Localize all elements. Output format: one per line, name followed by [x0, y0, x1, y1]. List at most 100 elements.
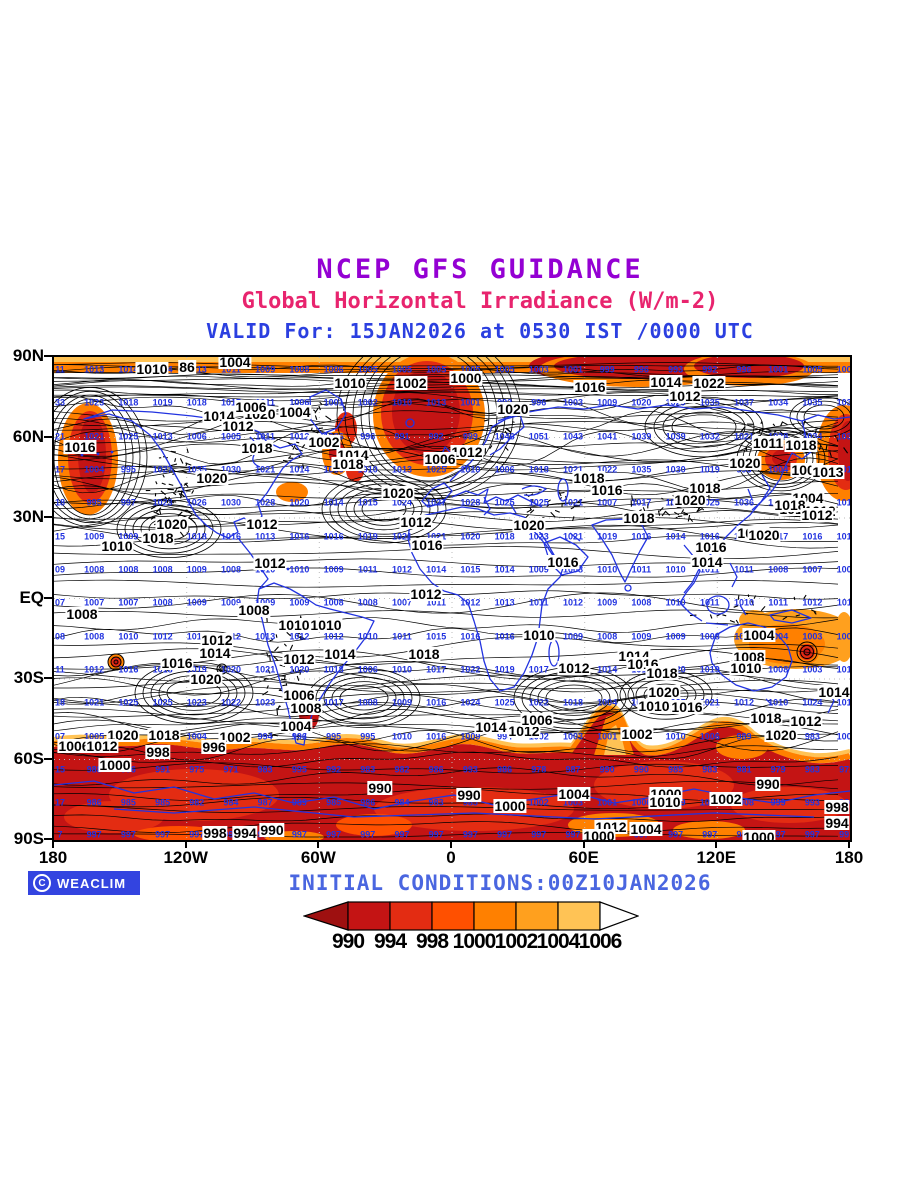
gridpoint-value: 1025: [118, 697, 139, 708]
gridpoint-value: 1010: [733, 597, 755, 608]
pressure-label: 990: [755, 776, 781, 792]
gridpoint-value: 1018: [494, 531, 515, 542]
gridpoint-value: 1012: [460, 597, 481, 608]
gridpoint-value: 1010: [597, 564, 618, 575]
y-axis-tick: [44, 677, 52, 679]
gridpoint-value: 1009: [391, 697, 413, 708]
gridpoint-value: 988: [86, 764, 102, 775]
gridpoint-value: 992: [702, 364, 718, 375]
gridpoint-value: 1008: [289, 364, 310, 375]
colorbar-tick-label: 1004: [536, 930, 581, 953]
gridpoint-value: 984: [394, 797, 410, 808]
gridpoint-value: 1016: [699, 531, 720, 542]
y-axis-label: 60S: [13, 748, 44, 768]
gridpoint-value: 1023: [84, 397, 105, 408]
gridpoint-value: 995: [86, 497, 102, 508]
gridpoint-value: 1006: [186, 431, 207, 442]
pressure-label: 1020: [496, 401, 530, 417]
gridpoint-value: 1020: [289, 664, 310, 675]
gridpoint-value: 1014: [289, 464, 310, 475]
pressure-label: 1010: [648, 794, 682, 810]
pressure-label: 996: [201, 739, 227, 755]
pressure-label: 1018: [407, 646, 441, 662]
valid-datetime: VALID For: 15JAN2026 at 0530 IST /0000 U…: [206, 319, 754, 343]
pressure-label: 1018: [572, 470, 606, 486]
gridpoint-value: 997: [326, 829, 342, 840]
gridpoint-value: 1003: [802, 664, 823, 675]
y-axis-label: EQ: [19, 587, 44, 607]
gridpoint-value: 1017: [528, 664, 549, 675]
gridpoint-value: 997: [702, 829, 718, 840]
page-title: NCEP GFS GUIDANCE: [316, 254, 644, 285]
gridpoint-value: 1034: [802, 431, 823, 442]
gridpoint-value: 1013: [255, 531, 276, 542]
gridpoint-value: 18: [54, 697, 66, 708]
pressure-label: 1002: [620, 726, 654, 742]
pressure-label: 1020: [195, 470, 229, 486]
pressure-label: 1012: [282, 651, 316, 667]
pressure-label: 1014: [198, 645, 232, 661]
gridpoint-value: 17: [54, 464, 66, 475]
pressure-label: 1004: [742, 627, 776, 643]
gridpoint-value: 1018: [323, 664, 344, 675]
gridpoint-value: 1003: [562, 397, 584, 408]
gridpoint-value: 1021: [426, 531, 447, 542]
gridpoint-value: 1005: [494, 364, 515, 375]
gridpoint-value: 1036: [836, 397, 852, 408]
gridpoint-value: 992: [326, 764, 342, 775]
pressure-label: 1010: [277, 617, 311, 633]
gridpoint-value: 1011: [700, 597, 720, 608]
gridpoint-value: 1019: [699, 464, 720, 475]
gridpoint-value: 1021: [255, 664, 276, 675]
gridpoint-value: 1027: [426, 497, 447, 508]
gridpoint-value: 1009: [665, 631, 686, 642]
gridpoint-value: 1011: [836, 597, 852, 608]
gridpoint-value: 1018: [528, 464, 549, 475]
colorbar: [302, 901, 640, 931]
gridpoint-value: 1034: [768, 397, 789, 408]
gridpoint-value: 991: [394, 431, 410, 442]
gridpoint-value: 997: [155, 829, 171, 840]
pressure-label: 1000: [98, 757, 132, 773]
gridpoint-value: 989: [291, 797, 307, 808]
gridpoint-value: 1013: [494, 597, 515, 608]
pressure-label: 994: [824, 815, 850, 831]
gridpoint-value: 1011: [221, 364, 241, 375]
gridpoint-value: 979: [770, 764, 786, 775]
gridpoint-value: 985: [326, 797, 342, 808]
y-axis-tick: [44, 838, 52, 840]
x-axis-tick: [450, 840, 452, 848]
pressure-label: 1018: [749, 710, 783, 726]
gridpoint-value: 1014: [665, 531, 686, 542]
pressure-label: 990: [367, 780, 393, 796]
gridpoint-value: 1001: [323, 397, 344, 408]
y-axis-label: 90S: [13, 829, 44, 848]
copyright-icon: C: [33, 874, 51, 892]
gridpoint-value: 1039: [665, 431, 686, 442]
gridpoint-value: 1016: [220, 531, 242, 542]
gridpoint-value: 1028: [255, 497, 276, 508]
gridpoint-value: 1001: [768, 364, 789, 375]
gridpoint-value: 1001: [597, 797, 618, 808]
gridpoint-value: 1014: [597, 664, 618, 675]
title-block: NCEP GFS GUIDANCE Global Horizontal Irra…: [60, 254, 900, 343]
gridpoint-value: 1003: [528, 364, 549, 375]
gridpoint-value: 11: [55, 664, 65, 675]
gridpoint-value: 985: [462, 797, 478, 808]
gridpoint-value: 1010: [665, 597, 686, 608]
gridpoint-value: 1021: [391, 531, 413, 542]
gridpoint-value: 999: [462, 431, 478, 442]
gridpoint-value: 992: [428, 431, 444, 442]
gridpoint-value: 1011: [631, 564, 652, 575]
pressure-label: 1006: [520, 712, 554, 728]
x-axis-label: 120E: [696, 848, 737, 867]
gridpoint-value: 1016: [289, 531, 310, 542]
gridpoint-value: 996: [633, 364, 649, 375]
pressure-label: 1018: [688, 480, 722, 496]
gridpoint-value: 983: [702, 764, 718, 775]
gridpoint-value: 1019: [357, 531, 378, 542]
gridpoint-value: 985: [668, 764, 684, 775]
gridpoint-value: 997: [189, 829, 205, 840]
gridpoint-value: 1008: [562, 564, 584, 575]
gridpoint-value: 1005: [426, 364, 447, 375]
